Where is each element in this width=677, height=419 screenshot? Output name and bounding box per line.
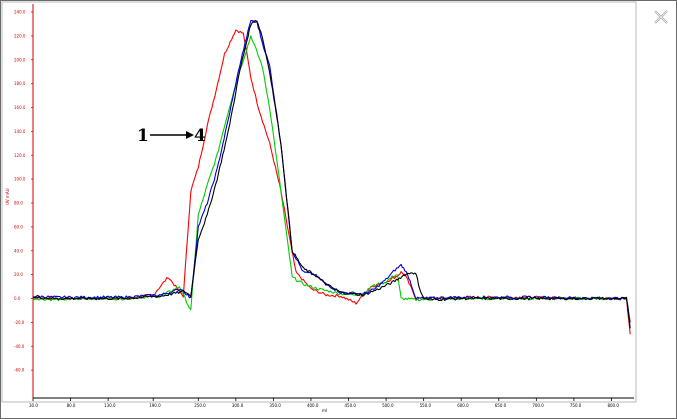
y-tick-label: 40.0 <box>14 248 23 253</box>
x-tick-label: 300.0 <box>232 403 244 408</box>
x-tick-label: 80.0 <box>67 403 76 408</box>
x-tick-label: 650.0 <box>495 403 507 408</box>
y-tick-label: 60.0 <box>14 224 23 229</box>
y-tick-label: -40.0 <box>14 344 25 349</box>
y-tick-label: 100.0 <box>14 177 26 182</box>
y-tick-label: 220.0 <box>14 33 26 38</box>
x-tick-label: 130.0 <box>104 403 116 408</box>
x-tick-label: 250.0 <box>194 403 206 408</box>
annotation-end-label: 4 <box>194 126 206 146</box>
y-tick-label: -60.0 <box>14 368 25 373</box>
x-tick-label: 500.0 <box>382 403 394 408</box>
annotation-arrow-head <box>186 131 194 139</box>
y-ticks: -60.0 -40.0 -20.0 0.0 20.0 40.0 60.0 80.0 100.0 1… <box>14 10 33 373</box>
x-tick-label: 700.0 <box>532 403 544 408</box>
run-order-annotation: 1 4 <box>137 126 206 146</box>
x-tick-label: 450.0 <box>345 403 357 408</box>
x-axis-label: ml <box>322 408 327 413</box>
close-icon[interactable] <box>651 7 671 27</box>
x-tick-label: 30.0 <box>29 403 38 408</box>
series-line-4 <box>32 20 631 329</box>
y-tick-label: 120.0 <box>14 153 26 158</box>
x-tick-label: 750.0 <box>570 403 582 408</box>
x-ticks: 30.0 80.0 130.0 190.0 250.0 300.0 350.0 400.0 45… <box>29 398 619 408</box>
y-tick-label: 0.0 <box>14 296 21 301</box>
y-tick-label: 140.0 <box>14 129 26 134</box>
annotation-start-label: 1 <box>137 126 149 146</box>
x-tick-label: 190.0 <box>149 403 161 408</box>
x-tick-label: 400.0 <box>307 403 319 408</box>
y-tick-label: -20.0 <box>14 320 25 325</box>
y-tick-label: 200.0 <box>14 57 26 62</box>
y-tick-label: 160.0 <box>14 105 26 110</box>
plot-frame <box>1 1 637 403</box>
y-tick-label: 80.0 <box>14 201 23 206</box>
x-tick-label: 600.0 <box>457 403 469 408</box>
y-axis-label: UV mAU <box>5 188 10 205</box>
x-tick-label: 550.0 <box>420 403 432 408</box>
series-lines <box>32 19 631 335</box>
series-line-3 <box>32 19 631 323</box>
y-tick-label: 180.0 <box>14 81 26 86</box>
x-tick-label: 350.0 <box>269 403 281 408</box>
x-tick-label: 800.0 <box>607 403 619 408</box>
y-tick-label: 240.0 <box>14 10 26 15</box>
y-tick-label: 20.0 <box>14 272 23 277</box>
